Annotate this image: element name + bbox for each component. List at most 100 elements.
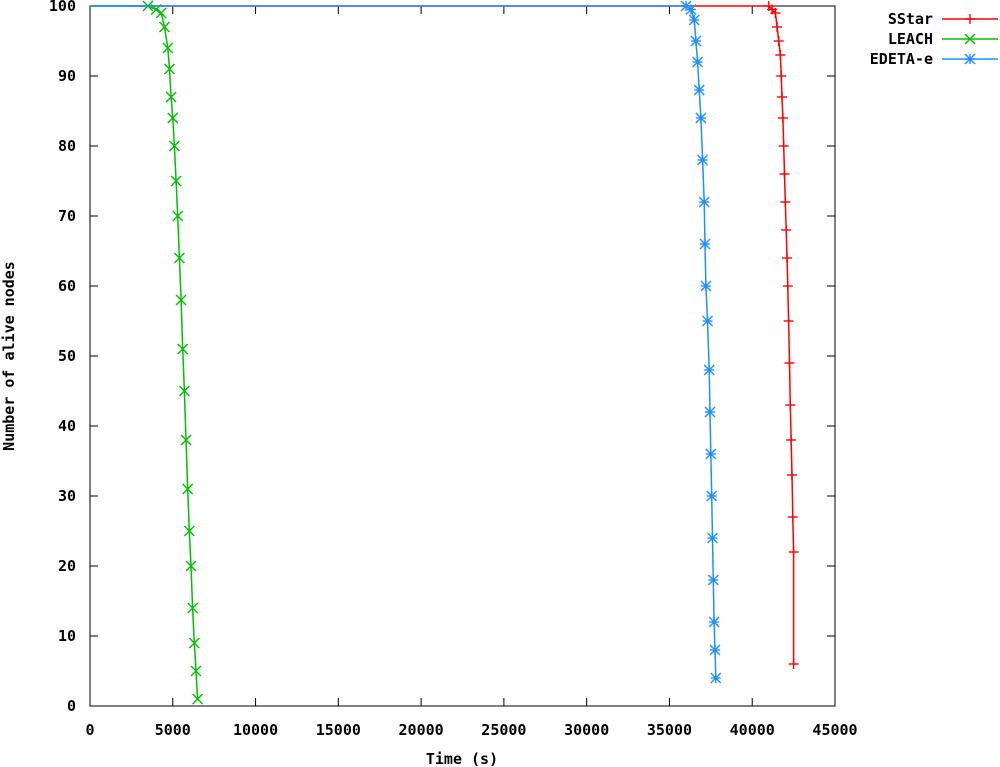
- data-point: [190, 665, 202, 677]
- series-layer: [90, 0, 799, 705]
- data-point: [781, 225, 792, 235]
- x-tick-label: 10000: [233, 721, 278, 739]
- data-point: [775, 50, 786, 60]
- axis-tick-labels: 0 5000 10000 15000 20000 25000 30000 35000 40000…: [49, 0, 858, 739]
- x-axis-label: Time (s): [426, 750, 498, 767]
- data-point: [704, 406, 716, 418]
- data-point: [173, 252, 185, 264]
- y-tick-label: 50: [58, 347, 76, 365]
- y-tick-label: 0: [67, 697, 76, 715]
- data-point: [187, 602, 199, 614]
- data-point: [783, 316, 794, 326]
- data-point: [786, 470, 797, 480]
- data-point: [703, 364, 715, 376]
- y-tick-label: 30: [58, 487, 76, 505]
- data-point: [780, 197, 791, 207]
- data-point: [688, 14, 700, 26]
- series-line: [90, 5, 795, 664]
- data-point: [773, 36, 784, 46]
- data-point: [163, 63, 175, 75]
- legend-label: SStar: [888, 10, 933, 28]
- x-tick-label: 25000: [481, 721, 526, 739]
- data-point: [170, 175, 182, 187]
- plot-frame: [89, 5, 836, 707]
- data-point: [770, 8, 781, 18]
- y-tick-label: 60: [58, 277, 76, 295]
- x-tick-label: 15000: [316, 721, 361, 739]
- data-point: [165, 91, 177, 103]
- y-tick-label: 10: [58, 627, 76, 645]
- legend-marker: [964, 33, 976, 45]
- data-point: [692, 56, 704, 68]
- data-point: [784, 358, 795, 368]
- data-point: [167, 112, 179, 124]
- data-point: [782, 281, 793, 291]
- data-point: [177, 343, 189, 355]
- data-point: [159, 21, 170, 33]
- y-tick-label: 20: [58, 557, 76, 575]
- data-point: [779, 169, 790, 179]
- series-edeta-e: [90, 0, 722, 684]
- data-point: [685, 4, 697, 15]
- data-point: [772, 22, 783, 32]
- data-point: [777, 92, 788, 102]
- y-tick-label: 100: [49, 0, 76, 15]
- data-point: [788, 659, 799, 669]
- data-point: [183, 525, 195, 537]
- data-point: [162, 42, 174, 54]
- data-point: [188, 637, 200, 649]
- axis-ticks: [89, 5, 836, 707]
- y-tick-label: 40: [58, 417, 76, 435]
- data-point: [706, 532, 718, 544]
- x-tick-label: 30000: [564, 721, 609, 739]
- legend-item-sstar: SStar: [888, 10, 998, 28]
- data-point: [192, 693, 204, 705]
- x-tick-label: 45000: [812, 721, 857, 739]
- series-line: [90, 5, 717, 679]
- data-point: [781, 253, 792, 263]
- legend-marker: [965, 14, 975, 24]
- data-point: [786, 435, 797, 445]
- data-point: [168, 140, 180, 152]
- legend-item-edeta-e: EDETA-e: [870, 50, 998, 68]
- data-point: [155, 7, 167, 19]
- data-point: [182, 483, 194, 495]
- data-point: [707, 574, 719, 586]
- legend-label: LEACH: [888, 30, 933, 48]
- data-point: [785, 400, 796, 410]
- x-tick-label: 0: [85, 721, 94, 739]
- data-point: [787, 512, 798, 522]
- data-point: [709, 644, 721, 656]
- y-tick-label: 80: [58, 137, 76, 155]
- series-leach: [90, 0, 204, 705]
- data-point: [776, 71, 787, 81]
- data-point: [705, 448, 717, 460]
- x-tick-label: 35000: [647, 721, 692, 739]
- x-tick-label: 20000: [399, 721, 444, 739]
- data-point: [777, 113, 788, 123]
- data-point: [702, 315, 714, 327]
- data-point: [180, 434, 192, 446]
- data-point: [699, 238, 711, 250]
- legend-marker: [964, 53, 976, 65]
- data-point: [693, 84, 705, 96]
- x-tick-label: 5000: [155, 721, 191, 739]
- data-point: [778, 141, 789, 151]
- y-tick-label: 70: [58, 207, 76, 225]
- data-point: [695, 112, 707, 124]
- data-point: [700, 280, 712, 292]
- data-point: [697, 154, 709, 166]
- series-line: [90, 5, 199, 700]
- x-tick-label: 40000: [730, 721, 775, 739]
- data-point: [175, 294, 187, 306]
- data-point: [698, 196, 710, 208]
- data-point: [172, 210, 184, 222]
- data-point: [710, 672, 722, 684]
- data-point: [708, 616, 720, 628]
- legend-item-leach: LEACH: [888, 30, 998, 48]
- data-point: [788, 547, 799, 557]
- y-tick-label: 90: [58, 67, 76, 85]
- data-point: [185, 560, 197, 572]
- data-point: [690, 35, 702, 47]
